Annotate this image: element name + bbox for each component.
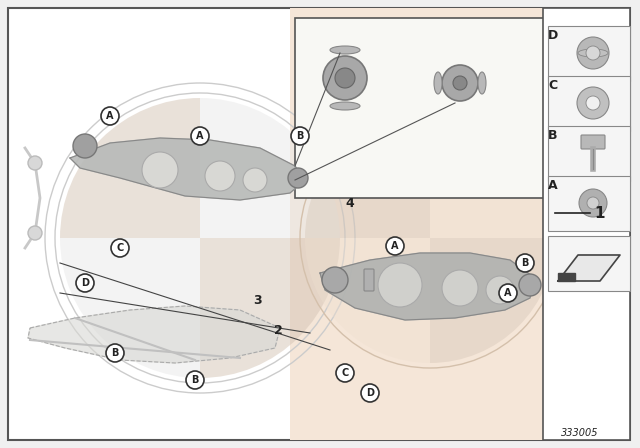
Circle shape <box>442 65 478 101</box>
Ellipse shape <box>434 72 442 94</box>
Circle shape <box>323 56 367 100</box>
Text: C: C <box>116 243 124 253</box>
Circle shape <box>28 156 42 170</box>
Text: B: B <box>522 258 529 268</box>
Circle shape <box>378 263 422 307</box>
Circle shape <box>579 189 607 217</box>
Polygon shape <box>70 138 305 200</box>
Ellipse shape <box>330 46 360 54</box>
Text: A: A <box>548 178 558 191</box>
Circle shape <box>291 127 309 145</box>
Circle shape <box>453 76 467 90</box>
Text: 1: 1 <box>595 206 605 220</box>
Text: C: C <box>341 368 349 378</box>
Circle shape <box>586 46 600 60</box>
Text: 3: 3 <box>253 293 262 306</box>
Text: 4: 4 <box>346 197 355 210</box>
Circle shape <box>386 237 404 255</box>
Circle shape <box>516 254 534 272</box>
FancyBboxPatch shape <box>295 18 575 198</box>
Circle shape <box>336 364 354 382</box>
Text: D: D <box>548 29 558 42</box>
Circle shape <box>205 161 235 191</box>
Polygon shape <box>320 253 535 320</box>
Circle shape <box>322 267 348 293</box>
Circle shape <box>519 274 541 296</box>
Text: D: D <box>81 278 89 288</box>
Wedge shape <box>200 98 340 238</box>
FancyBboxPatch shape <box>548 176 630 231</box>
Circle shape <box>288 168 308 188</box>
FancyBboxPatch shape <box>548 126 630 181</box>
Circle shape <box>186 371 204 389</box>
Text: A: A <box>196 131 204 141</box>
FancyBboxPatch shape <box>548 76 630 131</box>
Polygon shape <box>28 306 280 363</box>
Circle shape <box>586 96 600 110</box>
Text: B: B <box>191 375 198 385</box>
Circle shape <box>361 384 379 402</box>
FancyBboxPatch shape <box>581 135 605 149</box>
Text: 2: 2 <box>274 323 282 336</box>
Text: A: A <box>504 288 512 298</box>
Polygon shape <box>558 255 620 281</box>
Ellipse shape <box>578 49 608 57</box>
Ellipse shape <box>478 72 486 94</box>
Circle shape <box>335 68 355 88</box>
Text: B: B <box>111 348 118 358</box>
Circle shape <box>577 37 609 69</box>
Circle shape <box>76 274 94 292</box>
Wedge shape <box>430 113 555 238</box>
Circle shape <box>587 197 599 209</box>
Wedge shape <box>430 238 555 363</box>
Circle shape <box>243 168 267 192</box>
Circle shape <box>111 239 129 257</box>
Circle shape <box>499 284 517 302</box>
Text: D: D <box>366 388 374 398</box>
Text: A: A <box>391 241 399 251</box>
Wedge shape <box>305 238 430 363</box>
Polygon shape <box>558 273 575 281</box>
Circle shape <box>28 226 42 240</box>
Circle shape <box>442 270 478 306</box>
FancyBboxPatch shape <box>290 8 630 440</box>
Ellipse shape <box>330 102 360 110</box>
Circle shape <box>73 134 97 158</box>
Text: C: C <box>548 78 557 91</box>
Text: 333005: 333005 <box>561 428 599 438</box>
Wedge shape <box>60 98 200 238</box>
Wedge shape <box>200 238 340 378</box>
Text: B: B <box>296 131 304 141</box>
Circle shape <box>101 107 119 125</box>
Circle shape <box>577 87 609 119</box>
Wedge shape <box>60 238 200 378</box>
Circle shape <box>486 276 514 304</box>
Wedge shape <box>305 113 430 238</box>
Circle shape <box>106 344 124 362</box>
Text: B: B <box>548 129 557 142</box>
Circle shape <box>142 152 178 188</box>
Circle shape <box>191 127 209 145</box>
Text: A: A <box>106 111 114 121</box>
FancyBboxPatch shape <box>543 8 630 440</box>
FancyBboxPatch shape <box>364 269 374 291</box>
FancyBboxPatch shape <box>548 236 630 291</box>
FancyBboxPatch shape <box>548 26 630 81</box>
FancyBboxPatch shape <box>8 8 630 440</box>
